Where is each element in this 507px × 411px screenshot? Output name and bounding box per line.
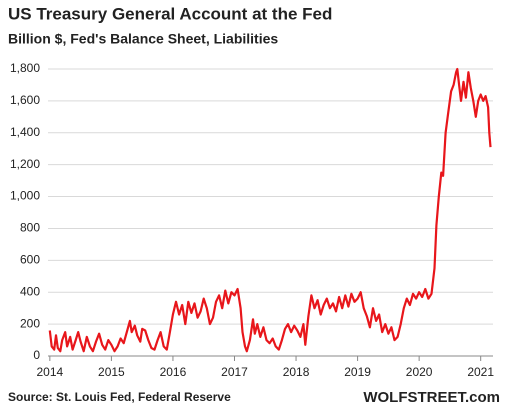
x-tick-label: 2017 bbox=[221, 365, 248, 379]
y-tick-label: 400 bbox=[20, 284, 40, 298]
data-line bbox=[48, 67, 492, 353]
x-tick-label: 2018 bbox=[283, 365, 310, 379]
credit: WOLFSTREET.com bbox=[363, 389, 500, 406]
source-note: Source: St. Louis Fed, Federal Reserve bbox=[8, 390, 231, 404]
y-tick-label: 1,000 bbox=[10, 189, 40, 203]
y-tick-label: 200 bbox=[20, 316, 40, 330]
y-tick-label: 1,400 bbox=[10, 125, 40, 139]
x-tick-label: 2019 bbox=[344, 365, 371, 379]
x-tick-label: 2020 bbox=[406, 365, 433, 379]
x-tick-label: 2015 bbox=[98, 365, 125, 379]
y-tick-label: 600 bbox=[20, 253, 40, 267]
y-tick-label: 0 bbox=[33, 348, 40, 362]
y-tick-label: 1,600 bbox=[10, 93, 40, 107]
y-tick-label: 800 bbox=[20, 221, 40, 235]
chart-subtitle: Billion $, Fed's Balance Sheet, Liabilit… bbox=[8, 31, 278, 47]
chart-title: US Treasury General Account at the Fed bbox=[8, 4, 332, 23]
y-tick-label: 1,800 bbox=[10, 61, 40, 75]
x-tick-label: 2014 bbox=[36, 365, 63, 379]
x-tick-label: 2016 bbox=[160, 365, 187, 379]
x-tick-label: 2021 bbox=[467, 365, 494, 379]
y-tick-label: 1,200 bbox=[10, 157, 40, 171]
